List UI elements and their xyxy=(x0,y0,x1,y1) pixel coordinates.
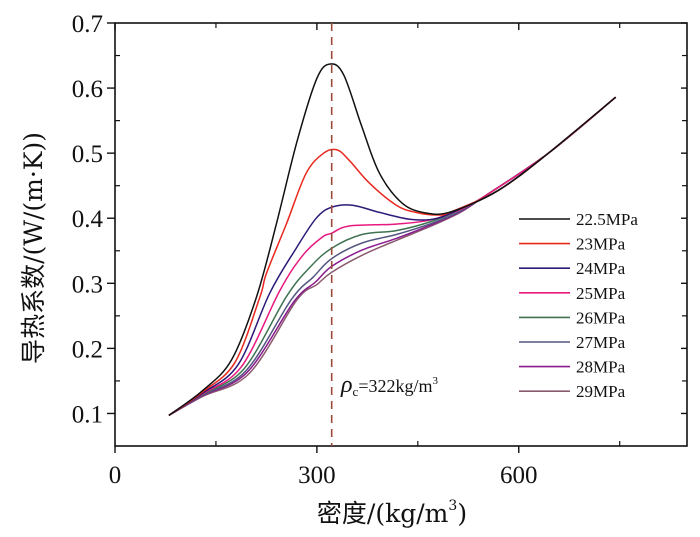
series-line-22_5mpa xyxy=(168,63,617,417)
x-axis-label-text: 密度/(kg/m xyxy=(317,499,449,528)
annotation-text: =322kg/m xyxy=(358,376,432,396)
legend: 22.5MPa 23MPa 24MPa 25MPa 26MPa 27MPa 28MPa 29M… xyxy=(519,210,638,401)
legend-label: 27MPa xyxy=(576,333,626,352)
plot-border xyxy=(114,22,688,447)
y-tick-label: 0.1 xyxy=(72,401,103,428)
annotation-superscript: 3 xyxy=(432,375,438,387)
y-tick-label: 0.5 xyxy=(72,141,103,168)
y-tick-label: 0.4 xyxy=(72,206,104,233)
tick-labels: 0 300 600 0.1 0.2 0.3 0.4 0.5 0.6 0.7 xyxy=(72,11,538,489)
y-tick-label: 0.3 xyxy=(72,271,103,298)
y-tick-label: 0.7 xyxy=(72,11,103,38)
legend-item: 27MPa xyxy=(519,333,626,352)
x-axis-label-sup: 3 xyxy=(448,498,457,514)
x-tick-label: 0 xyxy=(109,462,122,489)
x-axis-label: 密度/(kg/m3) xyxy=(317,498,467,528)
legend-label: 23MPa xyxy=(576,235,626,254)
legend-item: 26MPa xyxy=(519,308,626,327)
x-tick-label: 600 xyxy=(500,462,538,489)
legend-label: 28MPa xyxy=(576,358,626,377)
legend-item: 24MPa xyxy=(519,259,626,278)
legend-label: 22.5MPa xyxy=(576,210,638,229)
legend-label: 29MPa xyxy=(576,382,626,401)
legend-item: 22.5MPa xyxy=(519,210,638,229)
legend-item: 29MPa xyxy=(519,382,626,401)
x-axis-label-tail: ) xyxy=(457,499,467,528)
legend-item: 28MPa xyxy=(519,358,626,377)
series-line-24mpa xyxy=(168,96,617,417)
y-tick-label: 0.6 xyxy=(72,76,103,103)
legend-label: 24MPa xyxy=(576,259,626,278)
legend-item: 23MPa xyxy=(519,235,626,254)
series-line-25mpa xyxy=(168,96,617,417)
legend-label: 25MPa xyxy=(576,284,626,303)
critical-density-annotation: ρc=322kg/m3 xyxy=(340,372,438,399)
series-layer xyxy=(168,63,617,417)
y-tick-label: 0.2 xyxy=(72,336,103,363)
legend-item: 25MPa xyxy=(519,284,626,303)
annotation-symbol: ρ xyxy=(340,372,353,398)
y-axis-label: 导热系数/(W/(m·K)) xyxy=(19,132,48,364)
annotation-subscript: c xyxy=(353,384,359,399)
x-tick-label: 300 xyxy=(298,462,336,489)
plot-frame xyxy=(114,22,688,447)
axis-ticks xyxy=(107,22,687,453)
legend-label: 26MPa xyxy=(576,308,626,327)
